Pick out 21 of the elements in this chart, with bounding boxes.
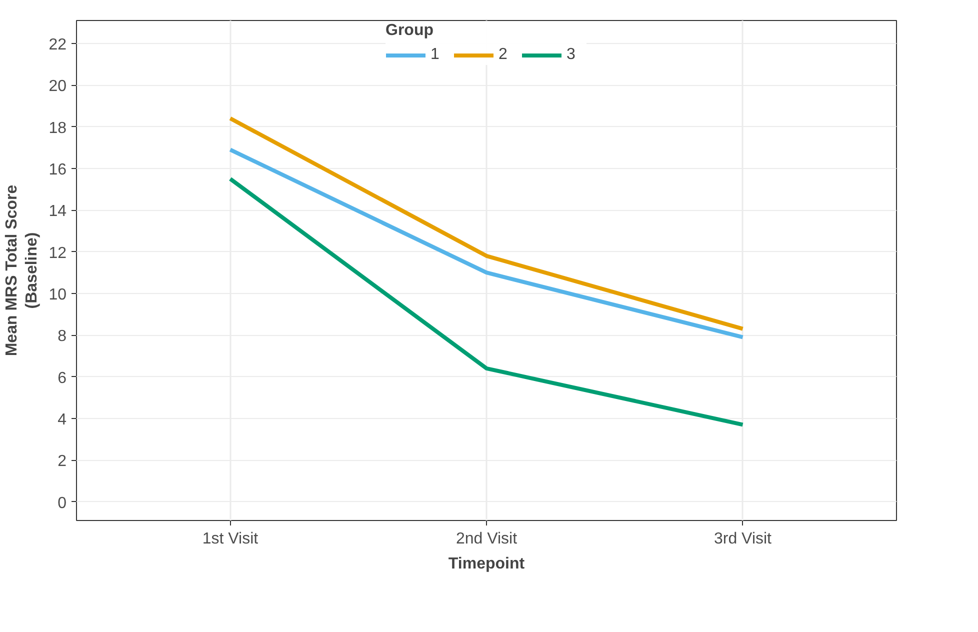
y-axis-title: Mean MRS Total Score (Baseline) [3,184,41,356]
y-tick-label: 0 [58,494,67,512]
y-tick-label: 8 [58,328,67,346]
legend-label: 3 [566,46,576,64]
x-tick-label: 2nd Visit [456,530,518,548]
x-tick-label: 1st Visit [202,530,259,548]
y-tick-label: 14 [48,203,67,220]
y-tick-label: 10 [48,286,67,304]
legend-title: Group [386,22,434,40]
x-tick-label: 3rd Visit [714,530,772,548]
legend-label: 2 [498,46,508,64]
legend-label: 1 [430,46,440,64]
y-tick-label: 12 [48,244,67,262]
x-axis-title: Timepoint [448,556,526,572]
y-tick-label: 18 [48,120,67,137]
y-tick-label: 22 [48,36,67,54]
y-tick-label: 6 [58,370,67,387]
y-tick-label: 20 [48,78,67,96]
y-tick-label: 16 [48,161,67,178]
y-tick-label: 4 [58,411,67,428]
y-tick-label: 2 [58,453,67,470]
